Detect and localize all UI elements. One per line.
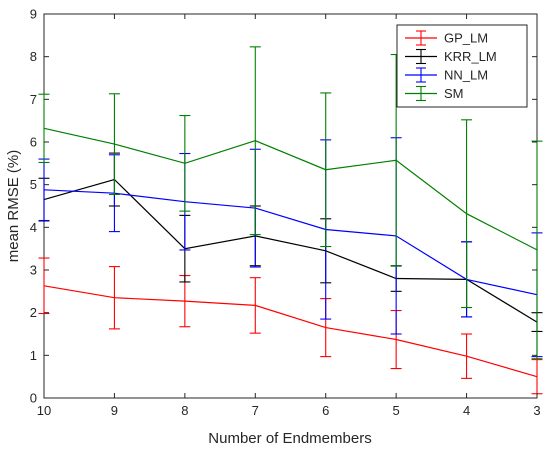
legend-label: KRR_LM [444, 49, 497, 64]
y-tick-label: 8 [30, 49, 37, 64]
series-line [43, 127, 538, 251]
legend-label: NN_LM [444, 68, 488, 83]
x-tick-label: 4 [463, 403, 470, 418]
error-bar [38, 257, 50, 315]
y-tick-label: 7 [30, 92, 37, 107]
x-tick-label: 8 [181, 403, 188, 418]
error-bar [249, 277, 261, 334]
y-tick-label: 6 [30, 135, 37, 150]
x-tick-label: 5 [393, 403, 400, 418]
series-sm [38, 46, 543, 360]
y-tick-label: 4 [30, 220, 37, 235]
x-tick-label: 10 [37, 403, 51, 418]
legend-item: SM [405, 85, 464, 102]
legend-label: SM [444, 86, 464, 101]
plot-layer [38, 46, 543, 395]
y-tick-label: 2 [30, 305, 37, 320]
error-bar [108, 266, 120, 330]
error-bar [249, 46, 261, 236]
legend-item: KRR_LM [405, 48, 497, 65]
error-bar [461, 119, 473, 309]
x-tick-label: 6 [322, 403, 329, 418]
y-tick-label: 9 [30, 7, 37, 22]
legend-item: GP_LM [405, 30, 488, 46]
error-bar [38, 93, 50, 164]
series-line [43, 178, 538, 323]
legend-label: GP_LM [444, 31, 488, 46]
y-tick-label: 0 [30, 391, 37, 406]
y-axis-label: mean RMSE (%) [5, 150, 22, 263]
x-tick-label: 9 [111, 403, 118, 418]
y-tick-label: 1 [30, 348, 37, 363]
y-tick-label: 5 [30, 177, 37, 192]
x-axis-label: Number of Endmembers [208, 430, 371, 447]
series-line [43, 285, 538, 378]
error-bar [531, 140, 543, 360]
error-bar [461, 333, 473, 379]
axis-layer: 10 9 8 7 6 5 4 3 0 1 2 3 4 5 6 7 8 9 [30, 7, 541, 419]
series-line [43, 189, 538, 296]
x-tick-label: 7 [252, 403, 259, 418]
error-bar [320, 92, 332, 248]
error-bar [108, 93, 120, 196]
x-tick-label: 3 [533, 403, 540, 418]
legend-item: NN_LM [405, 67, 488, 83]
y-tick-label: 3 [30, 263, 37, 278]
legend: GP_LM KRR_LM NN_LM SM [396, 24, 528, 108]
error-bar [179, 114, 191, 212]
